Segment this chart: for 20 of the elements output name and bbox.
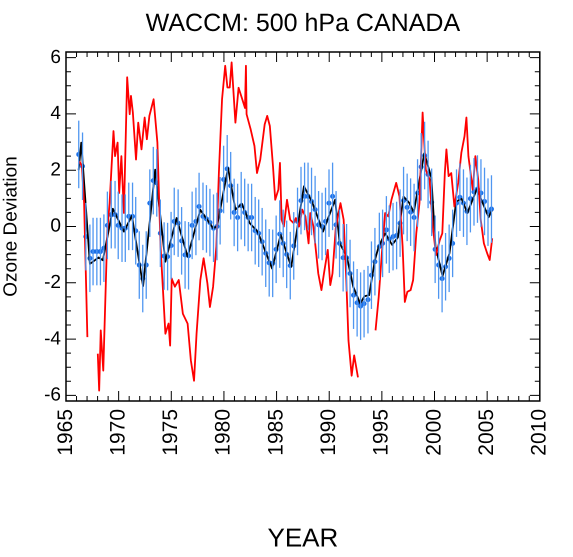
x-tick-label: 1980 [212, 409, 235, 456]
y-tick-label: 0 [50, 216, 61, 237]
x-tick-label: 1995 [370, 409, 393, 456]
x-tick-label: 2000 [422, 409, 446, 456]
y-tick-label: 2 [50, 159, 61, 180]
x-tick-label: 1985 [264, 409, 288, 456]
x-axis-title: YEAR [267, 522, 338, 553]
x-tick-label: 1965 [54, 409, 77, 456]
y-axis-title: Ozone Deviation [0, 156, 22, 297]
x-tick-label: 1990 [317, 409, 340, 456]
x-tick-label: 1970 [106, 409, 130, 456]
x-tick-label: 2010 [528, 409, 551, 456]
y-tick-label: -4 [44, 328, 62, 350]
y-tick-label: -2 [44, 272, 61, 294]
y-tick-label: -6 [44, 384, 61, 406]
y-tick-label: 4 [50, 103, 62, 124]
x-tick-label: 1975 [159, 409, 182, 456]
y-tick-label: 6 [50, 46, 61, 68]
x-tick-label: 2005 [474, 409, 498, 456]
chart-title: WACCM: 500 hPa CANADA [146, 8, 460, 37]
